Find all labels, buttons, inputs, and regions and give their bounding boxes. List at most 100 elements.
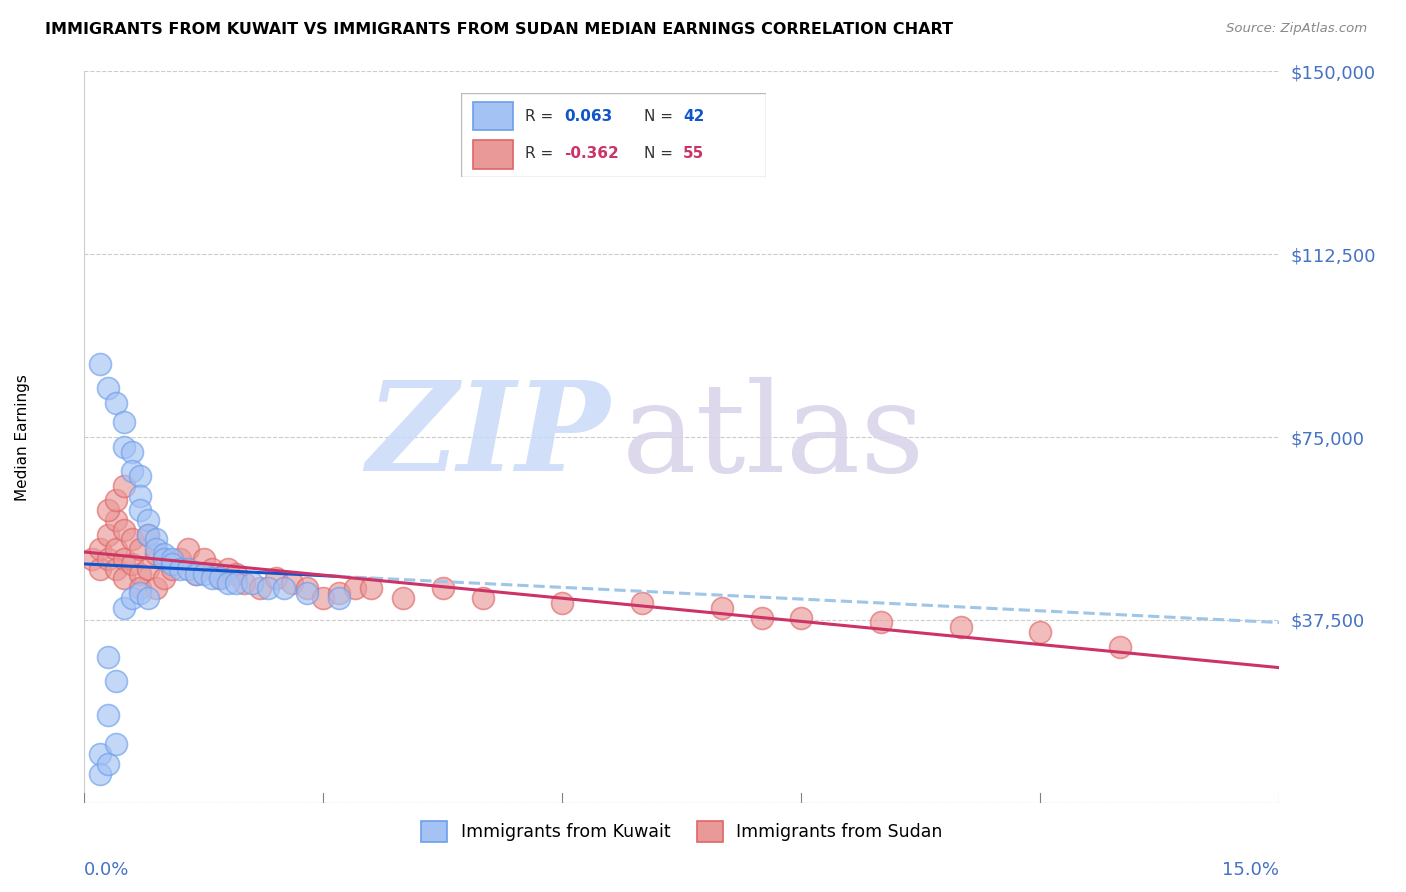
Immigrants from Sudan: [471, 591, 494, 605]
Immigrants from Sudan: [112, 572, 135, 586]
Legend: Immigrants from Kuwait, Immigrants from Sudan: Immigrants from Kuwait, Immigrants from …: [413, 814, 950, 849]
Immigrants from Sudan: [392, 591, 415, 605]
Text: IMMIGRANTS FROM KUWAIT VS IMMIGRANTS FROM SUDAN MEDIAN EARNINGS CORRELATION CHAR: IMMIGRANTS FROM KUWAIT VS IMMIGRANTS FRO…: [45, 22, 953, 37]
Immigrants from Sudan: [297, 581, 319, 595]
Immigrants from Sudan: [280, 576, 302, 591]
Immigrants from Sudan: [193, 552, 215, 566]
Text: atlas: atlas: [623, 376, 925, 498]
Immigrants from Kuwait: [240, 576, 263, 591]
Immigrants from Sudan: [121, 557, 143, 571]
Immigrants from Sudan: [129, 542, 152, 557]
Immigrants from Sudan: [208, 572, 231, 586]
Immigrants from Kuwait: [97, 756, 120, 771]
Text: Source: ZipAtlas.com: Source: ZipAtlas.com: [1226, 22, 1367, 36]
Immigrants from Kuwait: [112, 440, 135, 454]
Immigrants from Sudan: [631, 596, 654, 610]
Immigrants from Kuwait: [184, 566, 207, 581]
Immigrants from Kuwait: [225, 576, 247, 591]
Immigrants from Sudan: [360, 581, 382, 595]
Immigrants from Kuwait: [105, 673, 128, 688]
Immigrants from Kuwait: [256, 581, 278, 595]
Immigrants from Kuwait: [129, 586, 152, 600]
Immigrants from Sudan: [264, 572, 287, 586]
Immigrants from Kuwait: [112, 600, 135, 615]
Immigrants from Kuwait: [129, 503, 152, 517]
Immigrants from Sudan: [1029, 625, 1052, 640]
Immigrants from Kuwait: [169, 562, 191, 576]
Immigrants from Kuwait: [160, 557, 183, 571]
Immigrants from Sudan: [105, 513, 128, 527]
Immigrants from Kuwait: [177, 562, 200, 576]
Immigrants from Sudan: [225, 566, 247, 581]
Immigrants from Sudan: [710, 600, 733, 615]
Immigrants from Kuwait: [136, 513, 159, 527]
Immigrants from Kuwait: [145, 533, 167, 547]
Immigrants from Sudan: [105, 493, 128, 508]
Immigrants from Sudan: [184, 566, 207, 581]
Immigrants from Sudan: [217, 562, 239, 576]
Text: 15.0%: 15.0%: [1222, 862, 1279, 880]
Immigrants from Sudan: [432, 581, 454, 595]
Immigrants from Kuwait: [136, 527, 159, 541]
Immigrants from Kuwait: [217, 576, 239, 591]
Immigrants from Sudan: [177, 542, 200, 557]
Immigrants from Sudan: [105, 542, 128, 557]
Immigrants from Kuwait: [201, 572, 224, 586]
Immigrants from Sudan: [169, 552, 191, 566]
Immigrants from Sudan: [790, 610, 813, 624]
Immigrants from Sudan: [870, 615, 893, 630]
Immigrants from Kuwait: [112, 416, 135, 430]
Immigrants from Kuwait: [153, 552, 176, 566]
Immigrants from Sudan: [97, 503, 120, 517]
Immigrants from Kuwait: [97, 708, 120, 723]
Immigrants from Sudan: [129, 566, 152, 581]
Immigrants from Sudan: [201, 562, 224, 576]
Immigrants from Kuwait: [193, 566, 215, 581]
Immigrants from Kuwait: [97, 381, 120, 395]
Immigrants from Kuwait: [145, 542, 167, 557]
Immigrants from Kuwait: [121, 444, 143, 458]
Immigrants from Kuwait: [121, 591, 143, 605]
Immigrants from Kuwait: [89, 766, 111, 780]
Immigrants from Kuwait: [328, 591, 350, 605]
Immigrants from Sudan: [121, 533, 143, 547]
Immigrants from Kuwait: [129, 469, 152, 483]
Immigrants from Kuwait: [121, 464, 143, 478]
Immigrants from Sudan: [153, 572, 176, 586]
Immigrants from Kuwait: [153, 547, 176, 561]
Immigrants from Sudan: [97, 527, 120, 541]
Immigrants from Sudan: [160, 562, 183, 576]
Immigrants from Kuwait: [105, 396, 128, 410]
Immigrants from Sudan: [232, 576, 254, 591]
Text: Median Earnings: Median Earnings: [14, 374, 30, 500]
Immigrants from Sudan: [312, 591, 335, 605]
Immigrants from Sudan: [112, 523, 135, 537]
Immigrants from Kuwait: [297, 586, 319, 600]
Immigrants from Sudan: [249, 581, 271, 595]
Immigrants from Sudan: [82, 552, 104, 566]
Immigrants from Kuwait: [89, 357, 111, 371]
Immigrants from Sudan: [129, 581, 152, 595]
Immigrants from Sudan: [344, 581, 367, 595]
Immigrants from Kuwait: [136, 591, 159, 605]
Immigrants from Sudan: [112, 479, 135, 493]
Immigrants from Sudan: [153, 552, 176, 566]
Immigrants from Kuwait: [129, 489, 152, 503]
Text: ZIP: ZIP: [367, 376, 610, 498]
Immigrants from Sudan: [145, 581, 167, 595]
Immigrants from Sudan: [89, 562, 111, 576]
Immigrants from Sudan: [105, 562, 128, 576]
Immigrants from Kuwait: [97, 649, 120, 664]
Text: 0.0%: 0.0%: [84, 862, 129, 880]
Immigrants from Kuwait: [105, 737, 128, 751]
Immigrants from Sudan: [551, 596, 574, 610]
Immigrants from Kuwait: [273, 581, 295, 595]
Immigrants from Sudan: [949, 620, 972, 634]
Immigrants from Sudan: [1109, 640, 1132, 654]
Immigrants from Sudan: [136, 562, 159, 576]
Immigrants from Sudan: [328, 586, 350, 600]
Immigrants from Sudan: [145, 547, 167, 561]
Immigrants from Kuwait: [160, 552, 183, 566]
Immigrants from Sudan: [112, 552, 135, 566]
Immigrants from Sudan: [751, 610, 773, 624]
